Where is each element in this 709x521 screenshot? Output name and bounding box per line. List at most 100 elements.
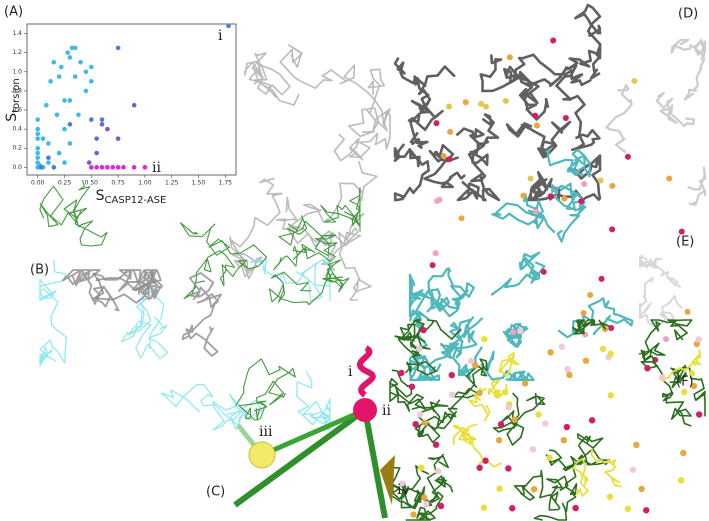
atom: [462, 99, 469, 106]
point: [51, 165, 57, 170]
annotation: iii: [259, 424, 273, 440]
bond: [260, 407, 367, 458]
point: [35, 136, 41, 141]
backbone: [525, 171, 558, 202]
atom: [580, 309, 587, 316]
backbone: [95, 269, 164, 300]
point: [99, 122, 105, 127]
panel-label: (C): [206, 485, 225, 500]
x-tick-label: 1.50: [192, 180, 206, 187]
point: [58, 64, 64, 70]
atom: [696, 411, 703, 418]
atom: [511, 416, 518, 423]
backbone: [491, 193, 556, 234]
atom: [542, 420, 549, 427]
atom: [448, 371, 455, 379]
point: [76, 112, 81, 118]
atom: [520, 192, 527, 199]
scatter-plot: 0.00 0.25 0.50 0.75 1.00 1.25 1.50 1.75 0.0 0.2 0.…: [12, 23, 232, 187]
point: [35, 126, 41, 132]
backbone: [557, 297, 634, 339]
atom: [433, 120, 440, 127]
backbone: [452, 424, 477, 445]
atom: [476, 389, 483, 397]
point: [105, 126, 110, 132]
atom: [587, 292, 594, 299]
atom: [550, 37, 557, 44]
atom: [688, 370, 696, 377]
backbone: [502, 322, 529, 348]
backbone: [461, 423, 502, 468]
y-tick-label: 0.2: [12, 145, 22, 152]
atom: [494, 392, 501, 399]
atom: [532, 112, 539, 119]
point: [89, 79, 94, 84]
point: [46, 160, 51, 165]
atom: [476, 464, 483, 471]
atom: [416, 411, 424, 418]
point: [43, 102, 49, 108]
atom: [446, 156, 453, 163]
backbone: [479, 53, 592, 93]
backbone: [555, 64, 601, 152]
atom: [533, 122, 540, 129]
atom: [412, 420, 419, 428]
panel-c-model: [233, 345, 395, 519]
atom: [449, 391, 456, 398]
y-tick-label: 0.4: [12, 126, 22, 133]
point: [226, 23, 231, 29]
atom: [530, 485, 538, 493]
helix: [357, 345, 376, 398]
point: [67, 98, 73, 103]
backbone: [181, 272, 223, 357]
backbone: [572, 319, 610, 335]
point: [35, 145, 41, 151]
point: [115, 45, 121, 51]
atom: [564, 365, 571, 373]
atom: [638, 485, 645, 493]
point: [94, 136, 99, 141]
point: [78, 59, 83, 65]
point: [72, 74, 78, 79]
backbone: [572, 457, 589, 498]
atom: [684, 308, 691, 315]
backbone: [407, 65, 456, 149]
backbone: [670, 38, 707, 61]
backbone: [279, 44, 391, 138]
point: [46, 141, 51, 146]
backbone: [273, 215, 338, 271]
atom: [505, 465, 512, 472]
point: [69, 45, 75, 51]
backbone: [655, 91, 696, 128]
backbone: [92, 269, 157, 304]
backbone: [397, 319, 462, 358]
panel-label: (E): [676, 235, 694, 250]
atom: [677, 477, 685, 484]
backbone: [545, 148, 592, 178]
point: [121, 165, 126, 170]
annotation: i: [348, 364, 353, 380]
atom: [521, 380, 529, 387]
atom: [496, 485, 503, 492]
atom: [606, 493, 614, 500]
point: [56, 74, 62, 79]
point: [35, 155, 41, 161]
atom: [432, 250, 439, 257]
point: [72, 45, 78, 51]
atom: [505, 404, 512, 411]
atom: [398, 480, 405, 487]
atom: [467, 357, 475, 365]
backbone: [605, 84, 633, 153]
bond: [362, 409, 388, 519]
y-label-main: S: [4, 113, 20, 122]
backbone: [551, 182, 587, 243]
x-label-main: S: [96, 188, 105, 204]
backbone: [430, 282, 475, 318]
x-tick-label: 0.00: [31, 180, 45, 187]
atom: [690, 382, 698, 390]
backbone: [120, 288, 169, 360]
atom: [566, 371, 573, 379]
y-tick-label: 1.4: [12, 30, 22, 37]
backbone: [490, 251, 546, 296]
x-tick-label: 1.00: [138, 180, 152, 187]
